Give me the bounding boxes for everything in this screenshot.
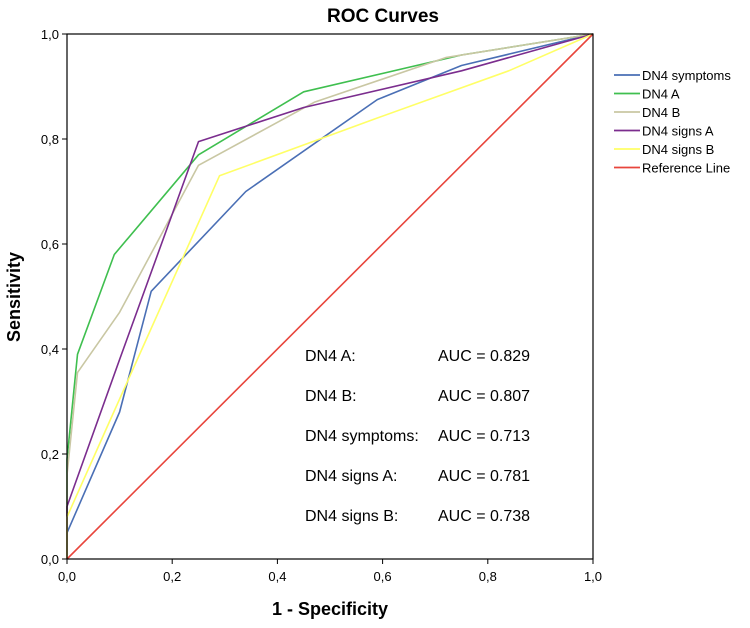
legend-label-dn4-symptoms: DN4 symptoms — [642, 68, 731, 83]
annotation-auc-value: AUC = 0.807 — [438, 388, 530, 405]
y-tick-label: 0,8 — [41, 132, 59, 147]
x-tick-label: 0,8 — [479, 569, 497, 584]
y-tick-label: 0,2 — [41, 447, 59, 462]
series-line-dn4-symptoms — [66, 33, 594, 559]
annotation-auc-value: AUC = 0.738 — [438, 508, 530, 525]
legend-label-dn4-signs-a: DN4 signs A — [642, 124, 714, 139]
y-tick-label: 0,4 — [41, 342, 59, 357]
x-axis-label: 1 - Specificity — [272, 599, 388, 619]
legend-label-dn4-b: DN4 B — [642, 105, 680, 120]
annotation-label: DN4 A: — [305, 348, 356, 365]
legend: DN4 symptoms DN4 A DN4 B DN4 signs A DN4 sig… — [614, 68, 731, 176]
annotation-auc-value: AUC = 0.713 — [438, 428, 530, 445]
annotation-label: DN4 signs B: — [305, 508, 398, 525]
annotation-label: DN4 signs A: — [305, 468, 397, 485]
plot-frame — [66, 33, 594, 560]
legend-label-dn4-signs-b: DN4 signs B — [642, 142, 714, 157]
annotation-auc-value: AUC = 0.829 — [438, 348, 530, 365]
x-tick-label: 1,0 — [584, 569, 602, 584]
series-line-dn4-b — [66, 33, 594, 559]
annotation-auc-value: AUC = 0.781 — [438, 468, 530, 485]
y-tick-label: 1,0 — [41, 27, 59, 42]
annotation-label: DN4 symptoms: — [305, 428, 419, 445]
series-line-reference-line — [66, 33, 594, 560]
x-tick-label: 0,4 — [268, 569, 286, 584]
y-tick-label: 0,6 — [41, 237, 59, 252]
x-tick-label: 0,2 — [163, 569, 181, 584]
annotation-label: DN4 B: — [305, 388, 357, 405]
ticks-layer: 0,0 0,2 0,4 0,6 0,8 1,0 0,0 0,2 0,4 0,6 0,8 1,0 — [41, 27, 602, 584]
chart-title: ROC Curves — [327, 6, 439, 27]
x-tick-label: 0,6 — [374, 569, 392, 584]
x-tick-label: 0,0 — [58, 569, 76, 584]
y-axis-label: Sensitivity — [4, 252, 24, 342]
y-tick-label: 0,0 — [41, 552, 59, 567]
legend-label-reference-line: Reference Line — [642, 161, 730, 176]
legend-label-dn4-a: DN4 A — [642, 87, 680, 102]
auc-annotations: DN4 A: AUC = 0.829 DN4 B: AUC = 0.807 DN4 sy… — [305, 348, 530, 525]
